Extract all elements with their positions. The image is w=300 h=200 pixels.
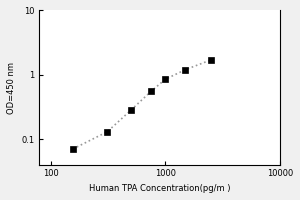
X-axis label: Human TPA Concentration(pg/m ): Human TPA Concentration(pg/m ) — [89, 184, 230, 193]
Y-axis label: OD=450 nm: OD=450 nm — [7, 62, 16, 114]
